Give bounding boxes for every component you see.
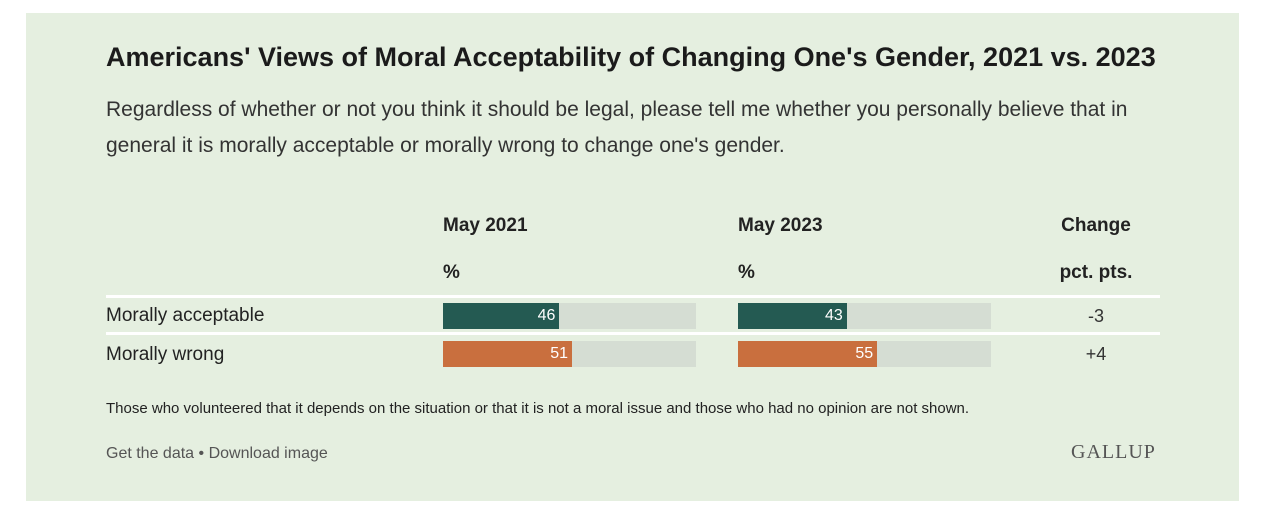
row-label-wrong: Morally wrong bbox=[106, 344, 224, 366]
survey-question: Regardless of whether or not you think i… bbox=[106, 92, 1176, 164]
bar-wrong-2023: 55 bbox=[738, 341, 877, 367]
bar-label-wrong-2021: 51 bbox=[550, 341, 568, 367]
change-wrong: +4 bbox=[1040, 344, 1152, 365]
col-may-2023-unit: % bbox=[738, 262, 755, 284]
row-divider bbox=[106, 332, 1160, 335]
gallup-logo: GALLUP bbox=[1071, 441, 1156, 464]
bar-label-acceptable-2023: 43 bbox=[825, 303, 843, 329]
bar-acceptable-2021: 46 bbox=[443, 303, 559, 329]
bar-wrong-2021: 51 bbox=[443, 341, 572, 367]
download-image-link[interactable]: Download image bbox=[209, 445, 328, 462]
col-may-2023-header: May 2023 bbox=[738, 215, 823, 237]
col-may-2021-unit: % bbox=[443, 262, 460, 284]
col-change-header: Change bbox=[1040, 215, 1152, 237]
footer-links: Get the data • Download image bbox=[106, 445, 328, 463]
change-acceptable: -3 bbox=[1040, 306, 1152, 327]
bar-label-acceptable-2021: 46 bbox=[538, 303, 556, 329]
track-wrong-2023: 55 bbox=[738, 341, 991, 367]
bar-label-wrong-2023: 55 bbox=[855, 341, 873, 367]
link-separator: • bbox=[199, 445, 205, 462]
col-may-2021-header: May 2021 bbox=[443, 215, 528, 237]
get-data-link[interactable]: Get the data bbox=[106, 445, 194, 462]
track-acceptable-2023: 43 bbox=[738, 303, 991, 329]
row-label-acceptable: Morally acceptable bbox=[106, 305, 264, 327]
track-acceptable-2021: 46 bbox=[443, 303, 696, 329]
chart-title: Americans' Views of Moral Acceptability … bbox=[106, 42, 1156, 73]
header-divider bbox=[106, 295, 1160, 298]
footnote: Those who volunteered that it depends on… bbox=[106, 400, 969, 417]
bar-acceptable-2023: 43 bbox=[738, 303, 847, 329]
chart-card bbox=[26, 13, 1239, 501]
col-change-unit: pct. pts. bbox=[1040, 262, 1152, 284]
track-wrong-2021: 51 bbox=[443, 341, 696, 367]
